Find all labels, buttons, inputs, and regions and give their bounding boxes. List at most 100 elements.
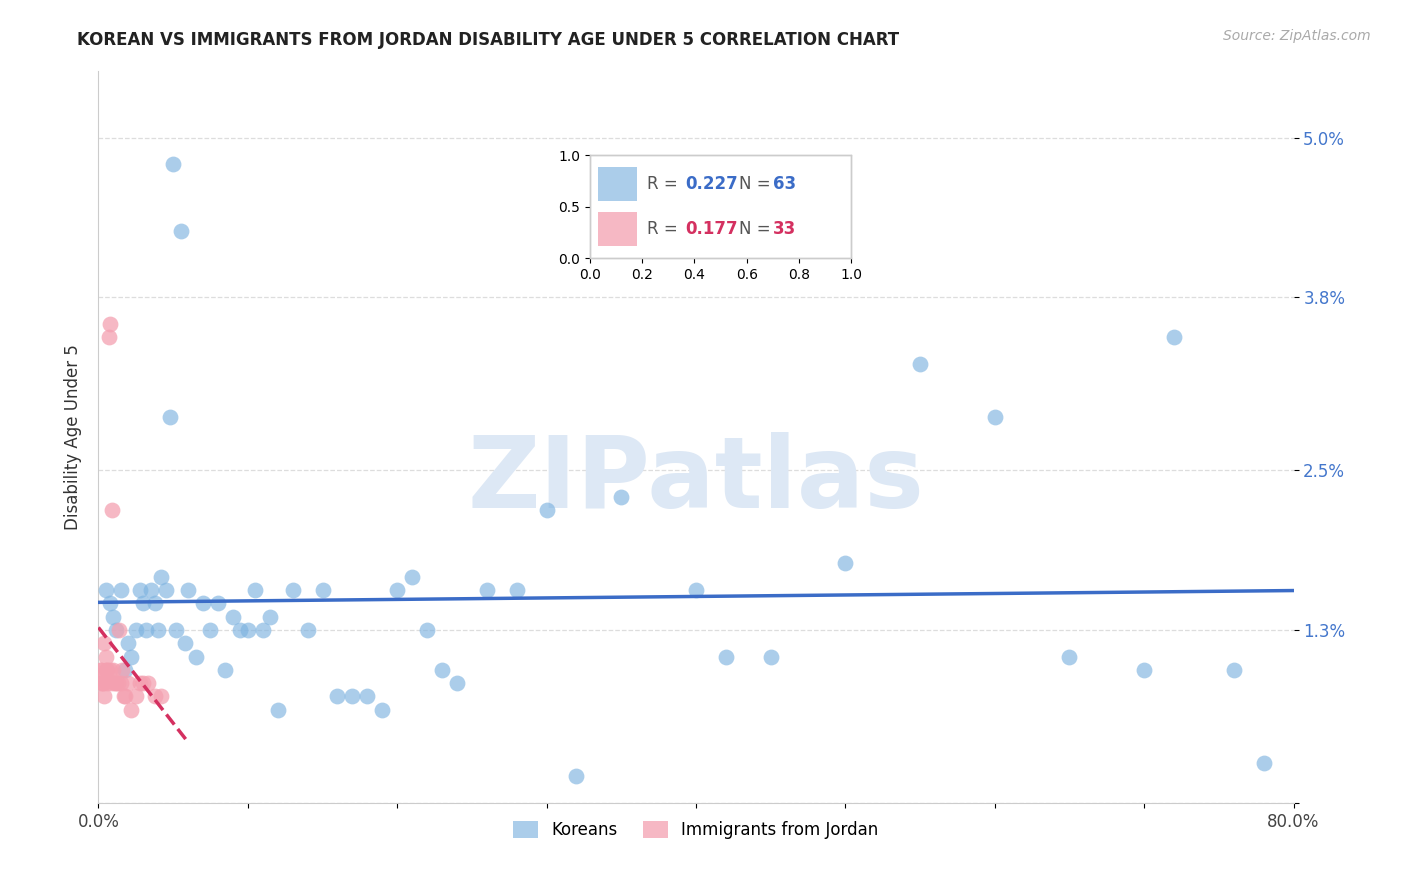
Point [908,357,931,371]
Text: 33: 33 [773,219,796,238]
Point [236,623,259,637]
Bar [598,211,637,246]
Point [685,582,707,597]
Point [143,690,166,704]
Point [207,596,229,610]
Point [143,596,166,610]
Point [430,663,453,677]
Point [297,623,319,637]
Point [90,663,112,677]
Point [610,490,633,504]
Point [446,676,468,690]
Text: R =: R = [647,176,683,194]
Point [93,690,115,704]
Text: Source: ZipAtlas.com: Source: ZipAtlas.com [1223,29,1371,43]
Point [150,570,173,584]
Point [135,623,157,637]
Bar [598,168,637,202]
Point [112,690,135,704]
Text: 0.227: 0.227 [685,176,738,194]
Point [174,636,197,650]
Point [1253,756,1275,770]
Text: 63: 63 [773,176,796,194]
Point [536,503,558,517]
Text: 0.177: 0.177 [685,219,738,238]
Point [229,623,252,637]
Point [91,676,114,690]
Point [416,623,439,637]
Text: KOREAN VS IMMIGRANTS FROM JORDAN DISABILITY AGE UNDER 5 CORRELATION CHART: KOREAN VS IMMIGRANTS FROM JORDAN DISABIL… [77,31,900,49]
Point [117,636,139,650]
Point [259,609,281,624]
Point [91,676,114,690]
Point [103,663,125,677]
Point [834,557,856,571]
Text: R =: R = [647,219,683,238]
Point [89,663,111,677]
Text: N =: N = [740,176,776,194]
Point [110,582,132,597]
Point [1223,663,1246,677]
Point [714,649,737,664]
Point [107,676,129,690]
Point [98,317,122,331]
Point [139,582,162,597]
Point [342,690,364,704]
Point [117,676,139,690]
Point [162,157,184,171]
Point [759,649,782,664]
Point [565,769,588,783]
Point [371,703,394,717]
Point [222,609,245,624]
Point [120,703,142,717]
Point [159,410,181,425]
Point [98,596,122,610]
Point [1059,649,1081,664]
Point [94,582,117,597]
Y-axis label: Disability Age Under 5: Disability Age Under 5 [63,344,82,530]
Point [984,410,1007,425]
Point [191,596,214,610]
Point [506,582,529,597]
Point [401,570,423,584]
Point [105,623,128,637]
Point [136,676,159,690]
Point [125,690,148,704]
Point [101,503,124,517]
Legend: Koreans, Immigrants from Jordan: Koreans, Immigrants from Jordan [506,814,886,846]
Point [132,596,155,610]
Point [169,224,191,238]
Point [150,690,173,704]
Point [326,690,349,704]
Point [93,636,115,650]
Point [120,649,142,664]
Point [111,663,134,677]
Point [104,676,127,690]
Point [475,582,498,597]
Point [200,623,222,637]
Point [177,582,200,597]
Text: ZIPatlas: ZIPatlas [468,433,924,530]
Point [184,649,207,664]
Text: N =: N = [740,219,776,238]
Point [356,690,378,704]
Point [101,676,124,690]
Point [385,582,409,597]
Point [97,330,120,344]
Point [267,703,290,717]
Point [148,623,170,637]
Point [108,623,131,637]
Point [165,623,187,637]
Point [252,623,274,637]
Point [114,690,136,704]
Point [245,582,267,597]
Point [105,676,128,690]
Point [132,676,155,690]
Point [90,676,112,690]
Point [1163,330,1185,344]
Point [103,609,125,624]
Point [110,676,132,690]
Point [125,623,148,637]
Point [94,663,117,677]
Point [281,582,304,597]
